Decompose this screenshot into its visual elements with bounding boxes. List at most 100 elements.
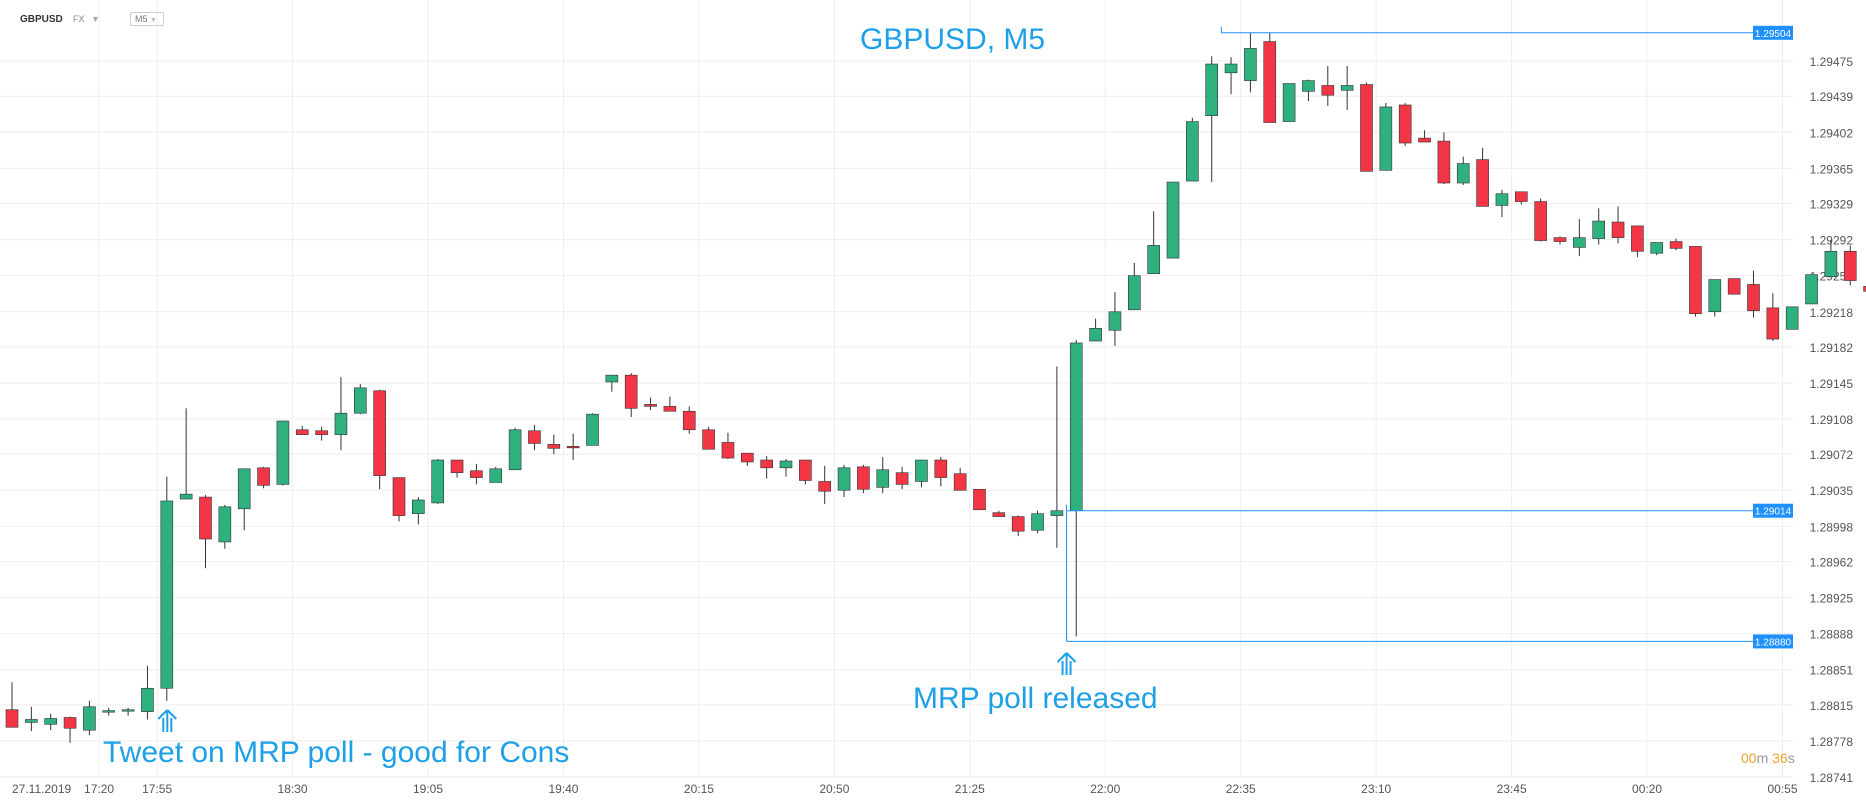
candle (1011, 515, 1025, 537)
candle-body-up (1128, 275, 1141, 311)
x-tick-label: 20:50 (819, 782, 849, 796)
candle (663, 396, 677, 412)
candle-body-down (450, 459, 464, 473)
y-tick-label: 1.29439 (1810, 90, 1854, 104)
candle (25, 706, 38, 732)
annotation-release: MRP poll released (913, 682, 1158, 715)
candle (5, 682, 19, 728)
arrow-shape (157, 709, 178, 732)
candle-body-down (63, 717, 77, 729)
y-tick-label: 1.28851 (1810, 664, 1854, 678)
candle-body-down (1263, 41, 1277, 123)
candle-body-down (566, 446, 580, 449)
chart-title: GBPUSD, M5 (860, 23, 1045, 56)
price-tag (1753, 634, 1793, 649)
candle-body-down (1553, 237, 1567, 242)
candle-body-up (353, 387, 367, 414)
candle (1495, 189, 1509, 218)
candle (992, 510, 1006, 517)
candle-body-up (1224, 63, 1238, 74)
candle-body-down (934, 459, 948, 478)
candle-body-up (237, 468, 251, 510)
candle-body-down (199, 496, 212, 540)
market-label[interactable]: FX (73, 14, 85, 24)
y-tick-label: 1.29182 (1810, 341, 1854, 355)
candle-body-down (1766, 307, 1780, 340)
candle-body-down (857, 466, 870, 490)
candle-body-down (1011, 516, 1025, 532)
candle-body-up (334, 412, 348, 435)
candle (315, 426, 328, 441)
candle (276, 420, 290, 486)
candle (934, 457, 948, 487)
candle-body-up (276, 420, 290, 485)
candle-body-down (1515, 191, 1528, 202)
candle-body-down (644, 404, 657, 407)
candle (1089, 318, 1102, 342)
candle-body-down (315, 430, 328, 435)
candle (1244, 32, 1257, 93)
candle-body-up (1824, 250, 1838, 277)
candle (1224, 57, 1238, 95)
candle (876, 457, 890, 494)
candle (237, 468, 251, 531)
candle (199, 495, 212, 569)
y-tick-label: 1.29108 (1810, 413, 1854, 427)
candle (102, 707, 116, 716)
up-arrow-icon (157, 709, 178, 732)
candle-body-up (1302, 80, 1315, 92)
candle-countdown-timer: 00m 36s (1741, 750, 1795, 766)
candle-body-down (1418, 137, 1431, 143)
candle (160, 476, 174, 701)
candle (586, 413, 599, 446)
candle-body-up (1708, 279, 1722, 313)
candle (973, 488, 986, 511)
candle-body-down (5, 709, 19, 728)
candle-body-up (1805, 274, 1818, 305)
candle-body-down (1611, 221, 1625, 238)
candle-body-down (1437, 140, 1451, 184)
candle-body-down (895, 472, 909, 485)
candle-body-down (1321, 85, 1335, 96)
candle (799, 459, 812, 485)
price-tag-label: 1.28880 (1755, 637, 1792, 648)
candle-body-up (779, 460, 793, 469)
candle-body-down (392, 477, 406, 516)
candle-body-up (1379, 106, 1393, 171)
candle-body-down (547, 444, 561, 449)
timeframe-selector[interactable]: M5 ▼ (130, 12, 164, 26)
candle-body-up (605, 374, 619, 383)
y-tick-label: 1.28998 (1810, 520, 1854, 534)
market-dropdown-caret-icon[interactable]: ▼ (91, 14, 100, 24)
candle (915, 459, 928, 488)
candle-body-up (1495, 193, 1509, 206)
candle (412, 497, 425, 525)
candle (1456, 156, 1470, 185)
candle (1031, 510, 1044, 534)
candle-body-down (1863, 286, 1866, 292)
x-tick-label: 27.11.2019 (12, 782, 71, 796)
candle (721, 432, 735, 460)
y-tick-label: 1.29072 (1810, 448, 1854, 462)
y-tick-label: 1.29218 (1810, 306, 1854, 320)
x-tick-label: 00:20 (1632, 782, 1662, 796)
price-tag-label: 1.29504 (1755, 29, 1792, 40)
y-tick-label: 1.28962 (1810, 555, 1854, 569)
candle (837, 464, 851, 498)
y-tick-label: 1.29365 (1810, 162, 1854, 176)
x-tick-label: 23:10 (1361, 782, 1391, 796)
candle-body-up (1650, 242, 1664, 254)
candle-body-up (412, 499, 425, 514)
arrow-shape (1056, 652, 1077, 675)
candle (1282, 83, 1296, 122)
price-tag (1753, 25, 1793, 40)
candle-body-down (1843, 250, 1857, 281)
candle-body-up (102, 710, 116, 713)
symbol-label[interactable]: GBPUSD (20, 14, 63, 25)
y-tick-label: 1.29292 (1810, 234, 1854, 248)
candle (392, 477, 406, 522)
candle-body-down (470, 470, 483, 478)
candle-body-up (1340, 85, 1354, 91)
candle (257, 466, 270, 489)
